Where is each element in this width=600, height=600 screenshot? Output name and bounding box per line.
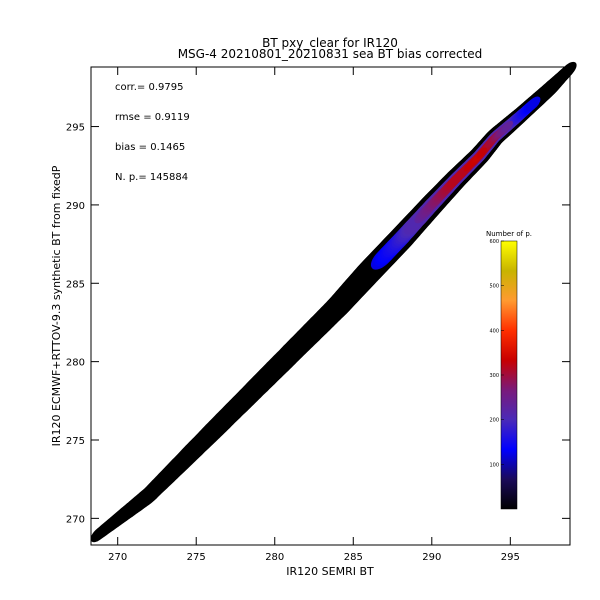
chart-subtitle: MSG-4 20210801_20210831 sea BT bias corr…: [178, 47, 483, 61]
plot-frame: [90, 66, 571, 546]
density-cell: [525, 96, 541, 111]
stat-bias: bias = 0.1465: [115, 142, 185, 153]
stat-corr: corr.= 0.9795: [115, 82, 183, 93]
density-cell: [502, 120, 514, 132]
x-tick-label: 290: [422, 552, 441, 563]
colorbar-tick-label: 500: [489, 284, 499, 290]
y-tick-label: 290: [66, 201, 85, 212]
x-tick-label: 275: [187, 552, 206, 563]
x-tick-label: 270: [108, 552, 127, 563]
colorbar-tick-label: 200: [489, 418, 499, 424]
x-axis-label: IR120 SEMRI BT: [286, 565, 374, 578]
statistics-annotations: corr.= 0.9795 rmse = 0.9119 bias = 0.146…: [115, 82, 190, 183]
y-axis-label: IR120 ECMWF+RTTOV-9.3 synthetic BT from …: [50, 165, 63, 446]
y-tick-label: 270: [66, 514, 85, 525]
colorbar: Number of p. 100 200 300 400 500 600: [486, 230, 532, 510]
stat-rmse: rmse = 0.9119: [115, 112, 190, 123]
stat-count: N. p.= 145884: [115, 172, 188, 183]
y-tick-label: 295: [66, 123, 85, 134]
density-cloud: [90, 61, 577, 543]
colorbar-label: Number of p.: [486, 230, 532, 238]
chart-title: BT pxy_clear for IR120: [262, 36, 398, 50]
colorbar-tick-label: 300: [489, 373, 499, 379]
y-tick-label: 285: [66, 279, 85, 290]
density-cell: [560, 61, 577, 79]
x-tick-label: 295: [501, 552, 520, 563]
colorbar-tick-label: 400: [489, 328, 499, 334]
y-tick-label: 275: [66, 436, 85, 447]
colorbar-tick-label: 600: [489, 239, 499, 245]
x-tick-label: 285: [344, 552, 363, 563]
x-tick-label: 280: [265, 552, 284, 563]
colorbar-tick-label: 100: [489, 462, 499, 468]
y-axis-ticks: 270 275 280 285 290 295: [66, 123, 570, 525]
x-axis-ticks: 270 275 280 285 290 295: [108, 67, 520, 563]
density-cell: [478, 147, 487, 156]
y-tick-label: 280: [66, 358, 85, 369]
colorbar-ticks: 100 200 300 400 500 600: [489, 239, 504, 468]
